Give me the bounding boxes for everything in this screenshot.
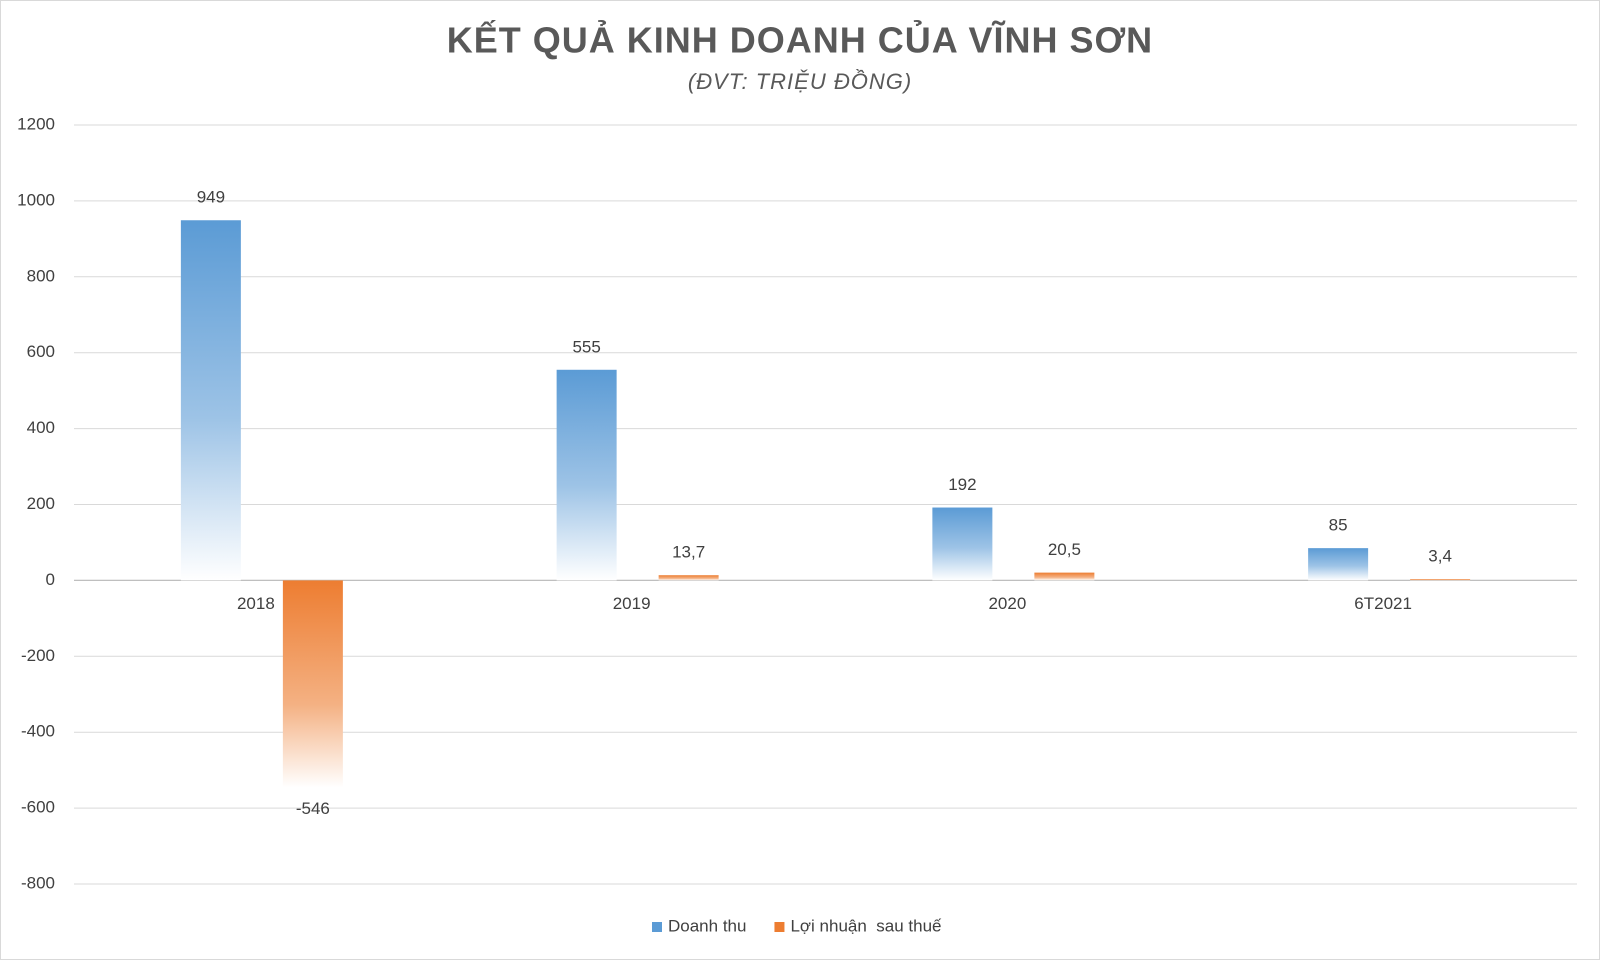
- bar: [1410, 579, 1471, 581]
- chart-subtitle: (ĐVT: TRIỆU ĐỒNG): [688, 69, 912, 94]
- legend-swatch: [774, 922, 785, 932]
- legend-label: Doanh thu: [668, 916, 746, 935]
- data-label: 85: [1329, 516, 1348, 535]
- y-tick-label: 1200: [17, 114, 55, 133]
- data-label: 3,4: [1428, 547, 1452, 566]
- legend-swatch: [652, 922, 662, 932]
- legend-label: Lợi nhuận sau thuế: [790, 916, 942, 935]
- bar: [1034, 572, 1095, 581]
- data-label: 20,5: [1048, 540, 1081, 559]
- y-tick-label: 200: [27, 494, 55, 513]
- bar: [556, 369, 617, 581]
- data-label: 192: [948, 475, 976, 494]
- chart-title: KẾT QUẢ KINH DOANH CỦA VĨNH SƠN: [447, 19, 1153, 61]
- y-tick-label: -400: [21, 722, 55, 741]
- data-label: 949: [197, 188, 225, 207]
- y-tick-label: 800: [27, 266, 55, 285]
- bar: [282, 580, 343, 788]
- data-label: 555: [572, 337, 600, 356]
- data-label: 13,7: [672, 543, 705, 562]
- y-tick-label: 1000: [17, 190, 55, 209]
- bar: [1308, 548, 1369, 581]
- y-tick-label: 0: [46, 570, 55, 589]
- x-tick-label: 6T2021: [1354, 594, 1412, 613]
- bar: [658, 575, 719, 581]
- y-tick-label: 400: [27, 418, 55, 437]
- y-tick-label: -600: [21, 798, 55, 817]
- x-tick-label: 2018: [237, 594, 275, 613]
- x-tick-label: 2020: [988, 594, 1026, 613]
- bar: [180, 220, 241, 581]
- data-label: -546: [296, 799, 330, 818]
- bar: [932, 507, 993, 581]
- y-tick-label: -200: [21, 646, 55, 665]
- x-tick-label: 2019: [613, 594, 651, 613]
- y-tick-label: 600: [27, 342, 55, 361]
- y-tick-label: -800: [21, 873, 55, 892]
